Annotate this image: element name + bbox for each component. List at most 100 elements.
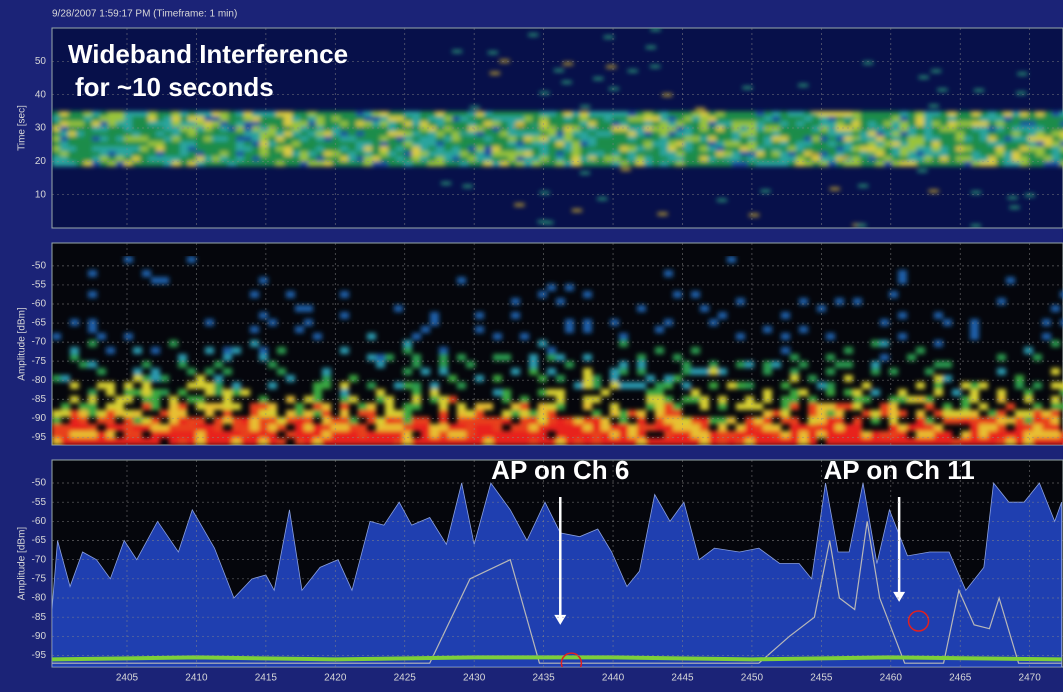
heatmap-cell [1024, 424, 1033, 431]
heatmap-cell [204, 116, 212, 121]
heatmap-cell [844, 126, 852, 131]
heatmap-cell [964, 156, 972, 161]
heatmap-cell [228, 136, 236, 141]
heatmap-cell [196, 121, 204, 126]
heatmap-cell [348, 121, 356, 126]
heatmap-cell [684, 141, 692, 146]
heatmap-streak [593, 77, 603, 80]
y-tick-label: -80 [32, 593, 47, 604]
heatmap-cell [763, 438, 772, 445]
heatmap-cell [403, 347, 412, 354]
heatmap-cell [205, 410, 214, 417]
heatmap-cell [70, 438, 79, 445]
heatmap-cell [836, 116, 844, 121]
heatmap-cell [772, 161, 780, 166]
heatmap-cell [421, 326, 430, 333]
heatmap-cell [516, 126, 524, 131]
heatmap-cell [367, 438, 376, 445]
heatmap-cell [448, 375, 457, 382]
heatmap-cell [276, 111, 284, 116]
heatmap-cell [133, 424, 142, 431]
heatmap-cell [348, 111, 356, 116]
heatmap-cell [835, 361, 844, 368]
heatmap-cell [826, 389, 835, 396]
heatmap-cell [516, 156, 524, 161]
heatmap-cell [1051, 368, 1060, 375]
heatmap-cell [619, 382, 628, 389]
heatmap-cell [644, 161, 652, 166]
heatmap-cell [835, 438, 844, 445]
heatmap-cell [412, 126, 420, 131]
heatmap-cell [628, 156, 636, 161]
analyzer: 9/28/2007 1:59:17 PM (Timeframe: 1 min) … [0, 0, 1063, 687]
heatmap-cell [934, 431, 943, 438]
heatmap-cell [268, 382, 277, 389]
heatmap-cell [412, 136, 420, 141]
heatmap-cell [756, 146, 764, 151]
heatmap-cell [286, 410, 295, 417]
heatmap-cell [313, 382, 322, 389]
heatmap-cell [124, 256, 133, 263]
heatmap-cell [364, 121, 372, 126]
heatmap-cell [223, 354, 232, 361]
heatmap-cell [844, 361, 853, 368]
heatmap-cell [232, 347, 241, 354]
heatmap-cell [916, 121, 924, 126]
heatmap-cell [148, 126, 156, 131]
heatmap-cell [284, 136, 292, 141]
heatmap-cell [1044, 126, 1052, 131]
heatmap-cell [628, 151, 636, 156]
heatmap-cell [948, 146, 956, 151]
heatmap-cell [223, 410, 232, 417]
heatmap-cell [790, 354, 799, 361]
heatmap-cell [1028, 156, 1036, 161]
heatmap-cell [1052, 146, 1060, 151]
heatmap-cell [892, 111, 900, 116]
heatmap-cell [196, 116, 204, 121]
heatmap-cell [716, 146, 724, 151]
heatmap-cell [628, 410, 637, 417]
heatmap-cell [76, 161, 84, 166]
heatmap-cell [836, 136, 844, 141]
heatmap-cell [468, 111, 476, 116]
heatmap-cell [892, 161, 900, 166]
heatmap-cell [836, 141, 844, 146]
heatmap-cell [169, 403, 178, 410]
heatmap-cell [860, 116, 868, 121]
heatmap-cell [508, 126, 516, 131]
heatmap-cell [380, 131, 388, 136]
heatmap-cell [916, 141, 924, 146]
x-tick-label: 2435 [532, 673, 555, 684]
heatmap-cell [756, 161, 764, 166]
heatmap-cell [691, 424, 700, 431]
heatmap-cell [532, 161, 540, 166]
heatmap-cell [564, 161, 572, 166]
heatmap-cell [764, 126, 772, 131]
heatmap-cell [61, 438, 70, 445]
heatmap-cell [187, 424, 196, 431]
heatmap-cell [596, 161, 604, 166]
heatmap-cell [961, 431, 970, 438]
heatmap-cell [988, 146, 996, 151]
heatmap-cell [727, 256, 736, 263]
heatmap-cell [188, 156, 196, 161]
heatmap-cell [232, 438, 241, 445]
heatmap-cell [718, 431, 727, 438]
heatmap-cell [156, 136, 164, 141]
heatmap-cell [898, 438, 907, 445]
heatmap-cell [268, 111, 276, 116]
heatmap-cell [79, 361, 88, 368]
heatmap-cell [925, 438, 934, 445]
heatmap-cell [284, 116, 292, 121]
heatmap-cell [844, 151, 852, 156]
heatmap-cell [396, 156, 404, 161]
heatmap-cell [115, 424, 124, 431]
heatmap-streak [470, 106, 480, 109]
heatmap-cell [727, 438, 736, 445]
heatmap-cell [394, 438, 403, 445]
heatmap-cell [500, 146, 508, 151]
heatmap-cell [828, 116, 836, 121]
heatmap-cell [348, 141, 356, 146]
heatmap-cell [812, 121, 820, 126]
heatmap-cell [172, 161, 180, 166]
